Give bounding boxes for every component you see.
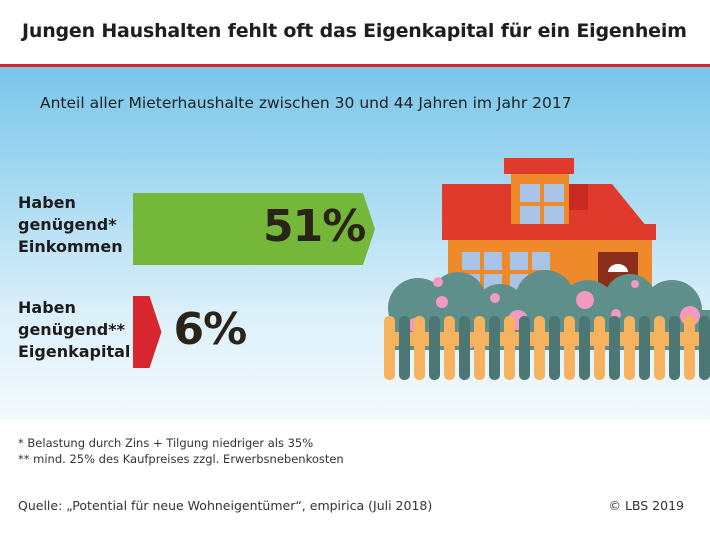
header: Jungen Haushalten fehlt oft das Eigenkap… xyxy=(0,0,710,64)
value-label-eigenkapital: 6% xyxy=(173,304,247,355)
category-label-line: Haben xyxy=(18,193,76,212)
category-label-line: genügend** xyxy=(18,320,125,339)
chart-title: Jungen Haushalten fehlt oft das Eigenkap… xyxy=(22,20,687,42)
footnote-2: ** mind. 25% des Kaufpreises zzgl. Erwer… xyxy=(18,452,344,466)
title-divider xyxy=(0,64,710,67)
bar-einkommen xyxy=(133,193,375,265)
category-label-einkommen: Haben genügend* Einkommen xyxy=(18,192,123,258)
category-label-eigenkapital: Haben genügend** Eigenkapital xyxy=(18,297,130,363)
value-label-einkommen: 51% xyxy=(263,201,366,252)
source-note: Quelle: „Potential für neue Wohneigentüm… xyxy=(18,498,433,513)
chart-subtitle: Anteil aller Mieterhaushalte zwischen 30… xyxy=(40,94,572,112)
category-label-line: Haben xyxy=(18,298,76,317)
category-label-line: Einkommen xyxy=(18,237,123,256)
house-illustration xyxy=(384,158,710,380)
bar-eigenkapital xyxy=(133,296,162,368)
footnote-1: * Belastung durch Zins + Tilgung niedrig… xyxy=(18,436,314,450)
copyright: © LBS 2019 xyxy=(608,498,684,513)
category-label-line: genügend* xyxy=(18,215,117,234)
category-label-line: Eigenkapital xyxy=(18,342,131,361)
